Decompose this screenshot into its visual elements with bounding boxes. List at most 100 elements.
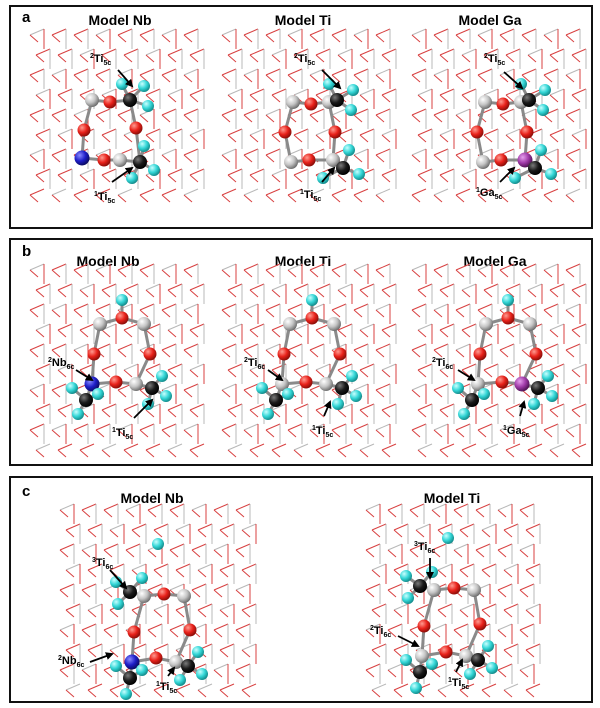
panel-a (9, 5, 593, 229)
oxygen-atom (328, 125, 342, 139)
carbon-atom (123, 671, 137, 685)
carbon-atom (330, 93, 344, 107)
panel-c-model-ti-title: Model Ti (423, 490, 481, 506)
carbon-atom (528, 161, 542, 175)
oxygen-atom (183, 623, 197, 637)
carbon-atom (133, 155, 147, 169)
carbon-atom (413, 665, 427, 679)
hydrogen-atom (537, 104, 549, 116)
titanium-atom (129, 377, 143, 391)
titanium-atom (478, 95, 492, 109)
callout-label: 1Ti5c (94, 191, 115, 205)
oxygen-atom (143, 347, 157, 361)
lattice-b-ti (221, 263, 397, 458)
hydrogen-atom (256, 382, 268, 394)
lattice-a-nb (29, 28, 205, 203)
oxygen-atom (470, 125, 484, 139)
carbon-atom (336, 161, 350, 175)
gallium-atom (514, 376, 530, 392)
titanium-atom (319, 377, 333, 391)
lattice-c-ti (365, 503, 541, 698)
oxygen-atom (529, 347, 543, 361)
hydrogen-atom (400, 570, 412, 582)
titanium-atom (137, 317, 151, 331)
panel-b (9, 238, 593, 466)
oxygen-atom (87, 347, 101, 361)
oxygen-atom (305, 311, 319, 325)
titanium-atom (137, 589, 151, 603)
callout-label: 2Ti6c (370, 625, 391, 639)
carbon-atom (413, 579, 427, 593)
callout-arrow (117, 69, 134, 88)
hydrogen-atom (196, 668, 208, 680)
callout-b-ga-1: 1Ga5c (503, 400, 529, 439)
oxygen-atom (115, 311, 129, 325)
callout-arrow (321, 69, 342, 90)
hydrogen-atom (136, 664, 148, 676)
callout-b-ga-2: 2Ti6c (432, 357, 476, 382)
callout-label: 1Ti5c (156, 681, 177, 695)
gallium-atom (517, 152, 533, 168)
oxygen-atom (109, 375, 123, 389)
panel-c-model-nb-title: Model Nb (120, 490, 184, 506)
carbon-atom (145, 381, 159, 395)
hydrogen-atom (350, 390, 362, 402)
hydrogen-atom (262, 408, 274, 420)
panel-a-model-nb-title: Model Nb (88, 12, 152, 28)
titanium-atom (523, 317, 537, 331)
oxygen-atom (496, 97, 510, 111)
callout-c-ti-2: 2Ti6c (370, 625, 420, 647)
callout-arrow (397, 635, 420, 647)
hydrogen-atom (353, 168, 365, 180)
callout-arrow (518, 400, 527, 417)
callout-arrow (109, 569, 128, 590)
molecule-a-nb (74, 78, 160, 184)
hydrogen-atom (142, 100, 154, 112)
oxygen-atom (129, 121, 143, 135)
hydrogen-atom (148, 164, 160, 176)
hydrogen-atom (478, 388, 490, 400)
carbon-atom (79, 393, 93, 407)
callout-label: 3Ti6c (414, 541, 435, 555)
oxygen-atom (302, 153, 316, 167)
callout-a-ga-2: 2Ti5c (484, 53, 524, 90)
carbon-atom (181, 659, 195, 673)
callout-b-ti-1: 1Ti5c (312, 400, 333, 439)
titanium-atom (467, 583, 481, 597)
callout-label: 3Ti6c (92, 557, 113, 571)
hydrogen-atom (116, 294, 128, 306)
titanium-atom (93, 317, 107, 331)
carbon-atom (335, 381, 349, 395)
molecule-a-ga (470, 78, 557, 184)
carbon-atom (465, 393, 479, 407)
callout-label: 1Ga5c (476, 187, 502, 201)
oxygen-atom (77, 123, 91, 137)
hydrogen-atom (426, 566, 438, 578)
titanium-atom (476, 155, 490, 169)
hydrogen-atom (442, 532, 454, 544)
callout-b-nb-2: 2Nb6c (48, 357, 94, 382)
hydrogen-atom (346, 370, 358, 382)
callout-arrow (111, 166, 134, 183)
carbon-atom (269, 393, 283, 407)
hydrogen-atom (345, 104, 357, 116)
oxygen-atom (97, 153, 111, 167)
hydrogen-atom (92, 388, 104, 400)
panel-b-label: b (22, 243, 32, 260)
hydrogen-atom (545, 168, 557, 180)
callout-a-nb-2: 2Ti5c (90, 53, 134, 88)
titanium-atom (177, 589, 191, 603)
oxygen-atom (447, 581, 461, 595)
callout-label: 1Ti5c (300, 189, 321, 203)
callout-c-ti-3: 3Ti6c (414, 541, 435, 580)
hydrogen-atom (400, 654, 412, 666)
hydrogen-atom (110, 660, 122, 672)
titanium-atom (415, 649, 429, 663)
lattice-b-ga (411, 263, 587, 458)
hydrogen-atom (174, 674, 186, 686)
panel-b-model-nb-title: Model Nb (76, 253, 140, 269)
titanium-atom (283, 317, 297, 331)
callout-arrow (267, 369, 284, 382)
callout-arrow (133, 398, 154, 419)
hydrogen-atom (410, 682, 422, 694)
